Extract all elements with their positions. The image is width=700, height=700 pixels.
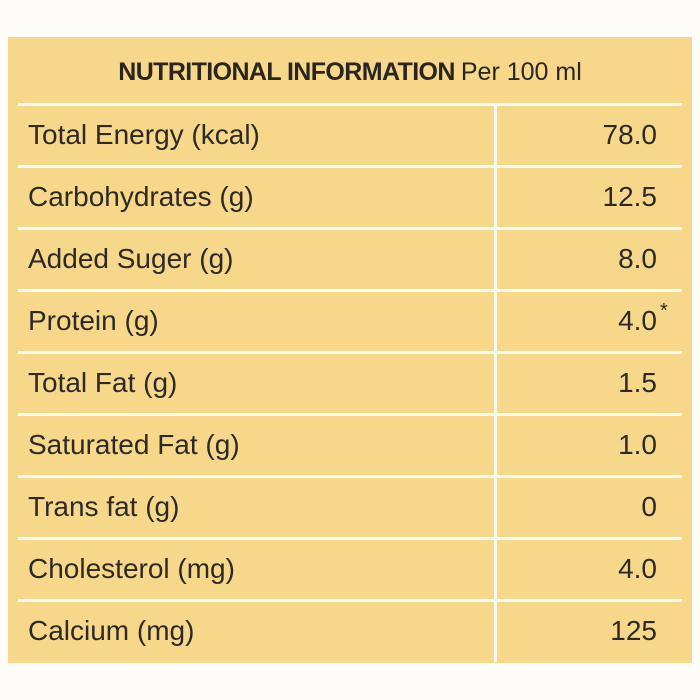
nutrient-label-total-energy: Total Energy (kcal)	[28, 119, 260, 150]
nutrient-value-saturated-fat: 1.0	[618, 429, 657, 460]
row-separator	[18, 289, 682, 292]
nutrient-label-cholesterol: Cholesterol (mg)	[28, 553, 235, 584]
row-separator	[18, 599, 682, 602]
nutrient-label-saturated-fat: Saturated Fat (g)	[28, 429, 240, 460]
table-header: NUTRITIONAL INFORMATION Per 100 ml	[18, 41, 682, 103]
row-separator	[18, 165, 682, 168]
table-title: NUTRITIONAL INFORMATION	[118, 57, 455, 86]
row-separator	[18, 103, 682, 106]
row-separator	[18, 537, 682, 540]
nutrient-value-total-fat: 1.5	[618, 367, 657, 398]
row-separator	[18, 227, 682, 230]
nutrient-label-added-sugar: Added Suger (g)	[28, 243, 234, 274]
nutrient-label-carbohydrates: Carbohydrates (g)	[28, 181, 254, 212]
nutrient-value-added-sugar: 8.0	[618, 243, 657, 274]
nutrient-value-calcium: 125	[610, 615, 657, 646]
nutrient-label-protein: Protein (g)	[28, 305, 159, 336]
row-separator	[18, 413, 682, 416]
row-separator	[18, 475, 682, 478]
nutrient-label-total-fat: Total Fat (g)	[28, 367, 178, 398]
nutrient-value-trans-fat: 0	[641, 491, 657, 522]
nutrition-table-background	[8, 37, 692, 663]
protein-footnote-marker: *	[660, 299, 668, 322]
nutrient-value-protein: 4.0	[618, 305, 657, 336]
nutrient-label-trans-fat: Trans fat (g)	[28, 491, 180, 522]
column-divider	[494, 104, 497, 662]
row-separator	[18, 351, 682, 354]
nutrient-value-carbohydrates: 12.5	[602, 181, 658, 212]
nutrient-label-calcium: Calcium (mg)	[28, 615, 195, 646]
nutrient-value-total-energy: 78.0	[602, 119, 658, 150]
nutrient-value-cholesterol: 4.0	[618, 553, 657, 584]
serving-basis: Per 100 ml	[460, 57, 582, 86]
